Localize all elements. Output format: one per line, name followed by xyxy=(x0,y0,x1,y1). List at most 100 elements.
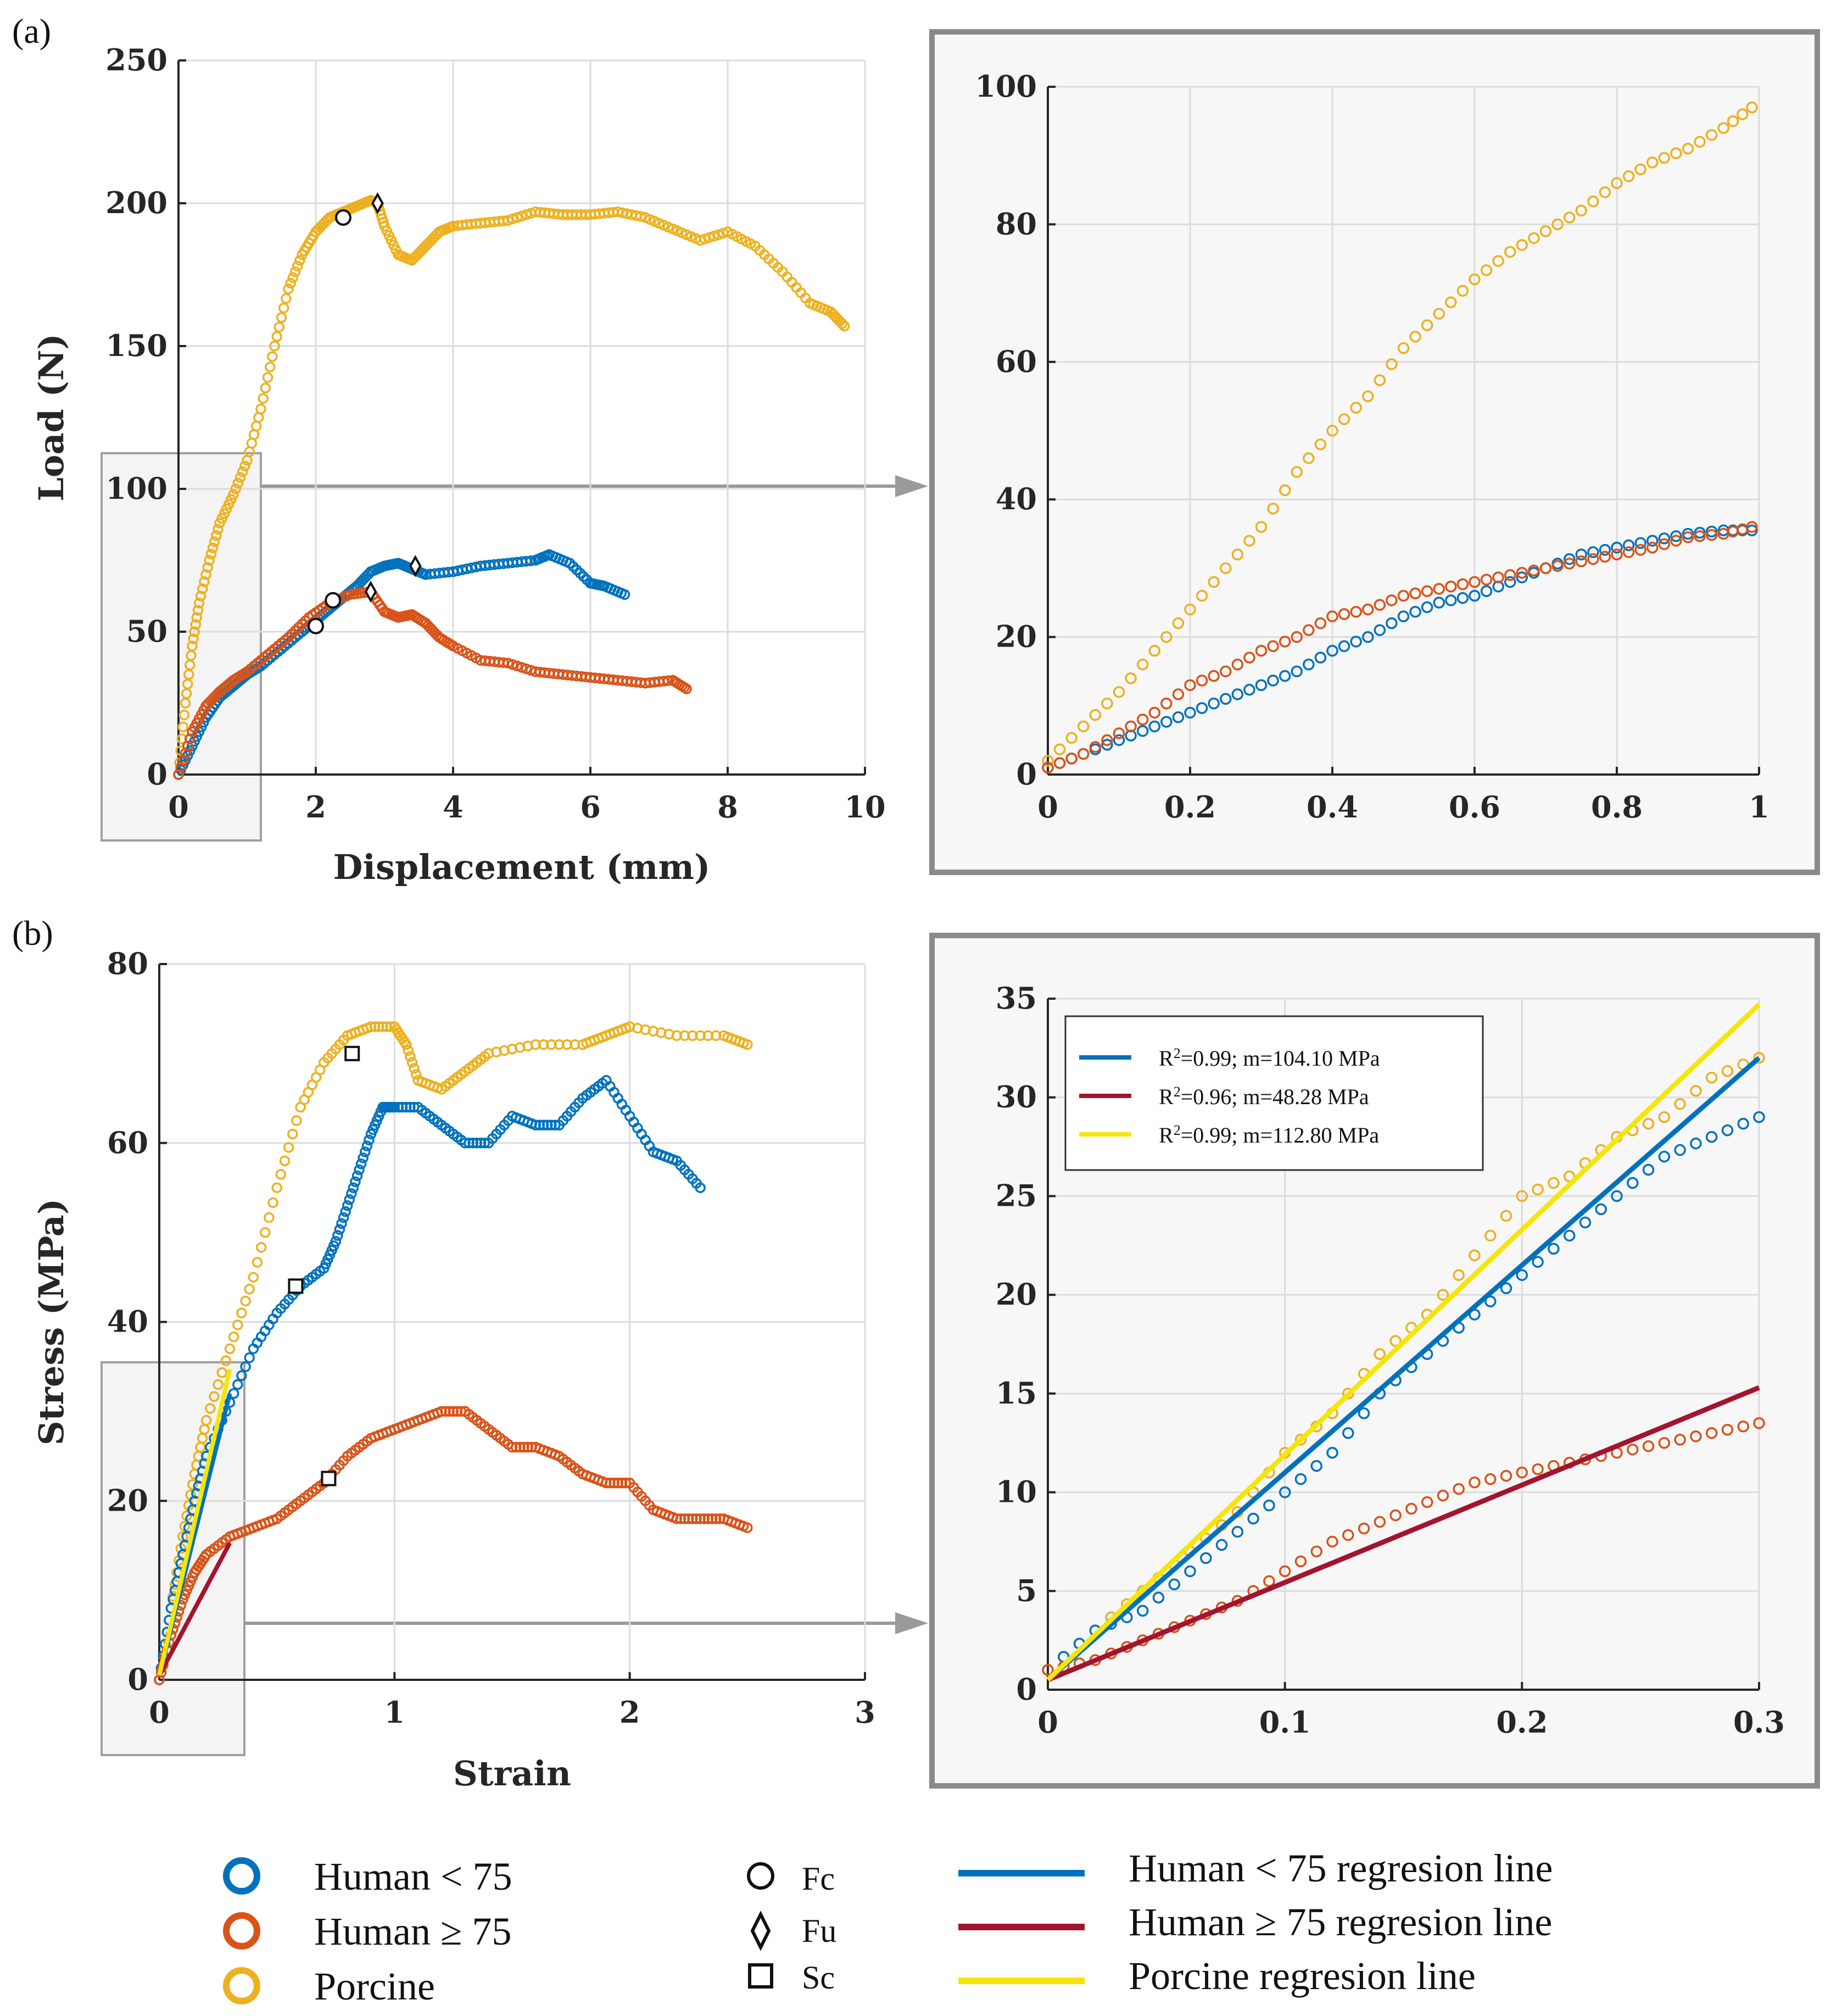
y-tick-label: 100 xyxy=(105,471,168,506)
data-point xyxy=(1658,1436,1671,1449)
data-point xyxy=(1627,1443,1639,1456)
data-point xyxy=(1469,1249,1481,1262)
data-point xyxy=(1674,1098,1686,1110)
data-point xyxy=(287,1128,298,1140)
data-point xyxy=(1670,147,1682,159)
zoom-box-a xyxy=(101,452,262,842)
data-point xyxy=(1362,603,1374,616)
data-point xyxy=(232,1319,243,1330)
data-point xyxy=(207,542,219,554)
data-point xyxy=(1500,1282,1512,1294)
data-point xyxy=(1279,1565,1291,1578)
data-point xyxy=(1184,706,1196,719)
x-tick-label: 3 xyxy=(855,1695,875,1730)
data-point xyxy=(1243,534,1255,547)
data-point xyxy=(1587,546,1599,558)
data-point xyxy=(1350,605,1362,618)
data-point xyxy=(178,709,190,721)
data-point xyxy=(211,530,222,541)
data-point xyxy=(236,1307,247,1318)
fit-legend-box xyxy=(1064,1015,1484,1171)
data-point xyxy=(511,212,523,223)
data-point xyxy=(240,1361,251,1372)
data-point xyxy=(635,211,646,222)
data-point xyxy=(1484,1229,1497,1242)
data-point xyxy=(250,420,262,432)
marker-sc xyxy=(321,1471,337,1486)
y-tick-label: 20 xyxy=(996,1277,1037,1312)
data-point xyxy=(1658,538,1671,550)
data-point xyxy=(507,659,518,670)
data-point xyxy=(189,626,200,637)
data-point xyxy=(267,1197,278,1209)
series-porcine xyxy=(173,195,850,780)
data-point xyxy=(1658,532,1671,544)
data-point xyxy=(232,477,244,489)
data-point xyxy=(1721,1424,1734,1436)
series-human_ge75 xyxy=(1042,521,1758,774)
legend-reg-human-lt75: Human < 75 regresion line xyxy=(1129,1846,1553,1890)
data-point xyxy=(292,260,303,272)
x-tick-label: 0 xyxy=(1037,1705,1058,1740)
data-point xyxy=(620,1477,632,1489)
data-point xyxy=(220,1355,232,1366)
data-point xyxy=(1504,569,1516,581)
y-tick-label: 25 xyxy=(996,1178,1037,1213)
y-tick-label: 0 xyxy=(1016,756,1037,792)
data-point xyxy=(228,1331,239,1343)
data-point xyxy=(1220,665,1232,677)
data-point xyxy=(1314,651,1327,664)
data-point xyxy=(1453,1269,1465,1281)
data-point xyxy=(1200,1552,1212,1564)
data-point xyxy=(1646,542,1659,554)
data-point xyxy=(1374,1348,1386,1360)
data-point xyxy=(1737,1421,1749,1433)
data-point xyxy=(1516,571,1528,583)
data-point xyxy=(271,331,282,342)
data-point xyxy=(1469,589,1481,602)
data-point xyxy=(240,1295,251,1307)
x-axis-label: Displacement (mm) xyxy=(333,847,711,887)
data-point xyxy=(1338,608,1350,620)
data-point xyxy=(410,1069,422,1080)
x-tick-label: 10 xyxy=(844,789,885,825)
data-point xyxy=(334,1224,345,1235)
data-point xyxy=(1484,1295,1497,1307)
data-point xyxy=(1125,720,1137,733)
data-point xyxy=(385,1021,396,1032)
data-point xyxy=(1611,177,1623,190)
data-point xyxy=(1255,521,1268,533)
data-point xyxy=(1682,528,1694,540)
fit-legend-human-lt75: R2=0.99; m=104.10 MPa xyxy=(1159,1045,1380,1071)
legend-sc: Sc xyxy=(802,1959,835,1996)
data-point xyxy=(1539,562,1552,575)
x-tick-label: 0.1 xyxy=(1259,1705,1311,1740)
marker-fu xyxy=(371,192,384,215)
data-point xyxy=(364,1134,375,1146)
data-point xyxy=(1563,558,1576,570)
zoom-arrow-a xyxy=(261,475,928,497)
data-point xyxy=(264,1212,275,1223)
x-tick-label: 8 xyxy=(717,789,738,825)
legend-reg-human-ge75: Human ≥ 75 regresion line xyxy=(1129,1900,1552,1944)
data-point xyxy=(1690,1430,1702,1443)
y-tick-label: 250 xyxy=(105,42,168,77)
data-point xyxy=(1326,644,1338,657)
data-point xyxy=(1136,1605,1149,1617)
data-point xyxy=(1263,1499,1275,1512)
y-tick-label: 80 xyxy=(996,206,1037,241)
data-point xyxy=(1674,1433,1686,1446)
data-point xyxy=(1634,163,1646,175)
data-point xyxy=(1674,1144,1686,1156)
data-point xyxy=(1078,748,1090,760)
data-point xyxy=(213,1379,224,1390)
data-point xyxy=(1350,402,1362,414)
data-point xyxy=(1326,610,1338,622)
data-point xyxy=(358,1152,369,1163)
data-point xyxy=(1342,1388,1354,1400)
data-point xyxy=(1350,636,1362,648)
data-point xyxy=(287,272,299,283)
data-point xyxy=(191,612,203,623)
data-point xyxy=(279,1155,291,1167)
data-point xyxy=(699,233,711,244)
